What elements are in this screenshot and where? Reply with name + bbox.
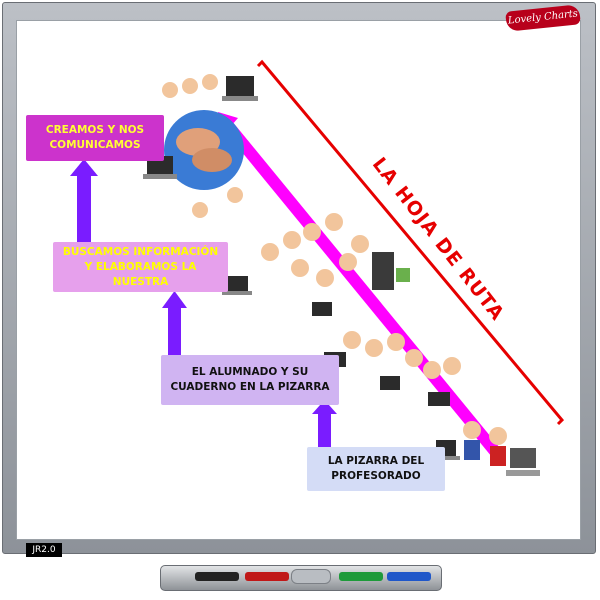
people-group-lower [343, 331, 461, 379]
step-teacher-board: LA PIZARRA DEL PROFESORADO [307, 447, 445, 491]
globe-illustration [164, 110, 244, 190]
eraser[interactable] [291, 569, 331, 584]
teacher-figure [463, 421, 507, 466]
marker-tray [160, 565, 442, 591]
step-create-communicate: CREAMOS Y NOS COMUNICAMOS [26, 115, 164, 161]
people-group-top [162, 74, 243, 218]
green-marker[interactable] [339, 572, 383, 581]
server-icon [372, 252, 410, 290]
up-arrow-2 [162, 291, 187, 355]
black-marker[interactable] [195, 572, 239, 581]
up-arrow-3 [312, 400, 337, 447]
route-bracket-line [256, 59, 565, 426]
diagonal-connector [220, 118, 503, 459]
step-search-elaborate: BUSCAMOS INFORMACIÓN Y ELABORAMOS LA NUE… [53, 242, 228, 292]
laptop-icon-middle [222, 276, 332, 316]
blue-marker[interactable] [387, 572, 431, 581]
computer-icon-bottom [506, 448, 540, 476]
jr-badge: JR2.0 [26, 543, 62, 557]
red-marker[interactable] [245, 572, 289, 581]
people-group-middle [261, 213, 369, 287]
step-students-notebook: EL ALUMNADO Y SU CUADERNO EN LA PIZARRA [161, 355, 339, 405]
up-arrow-1 [70, 159, 98, 242]
laptop-icon-top [222, 76, 258, 101]
